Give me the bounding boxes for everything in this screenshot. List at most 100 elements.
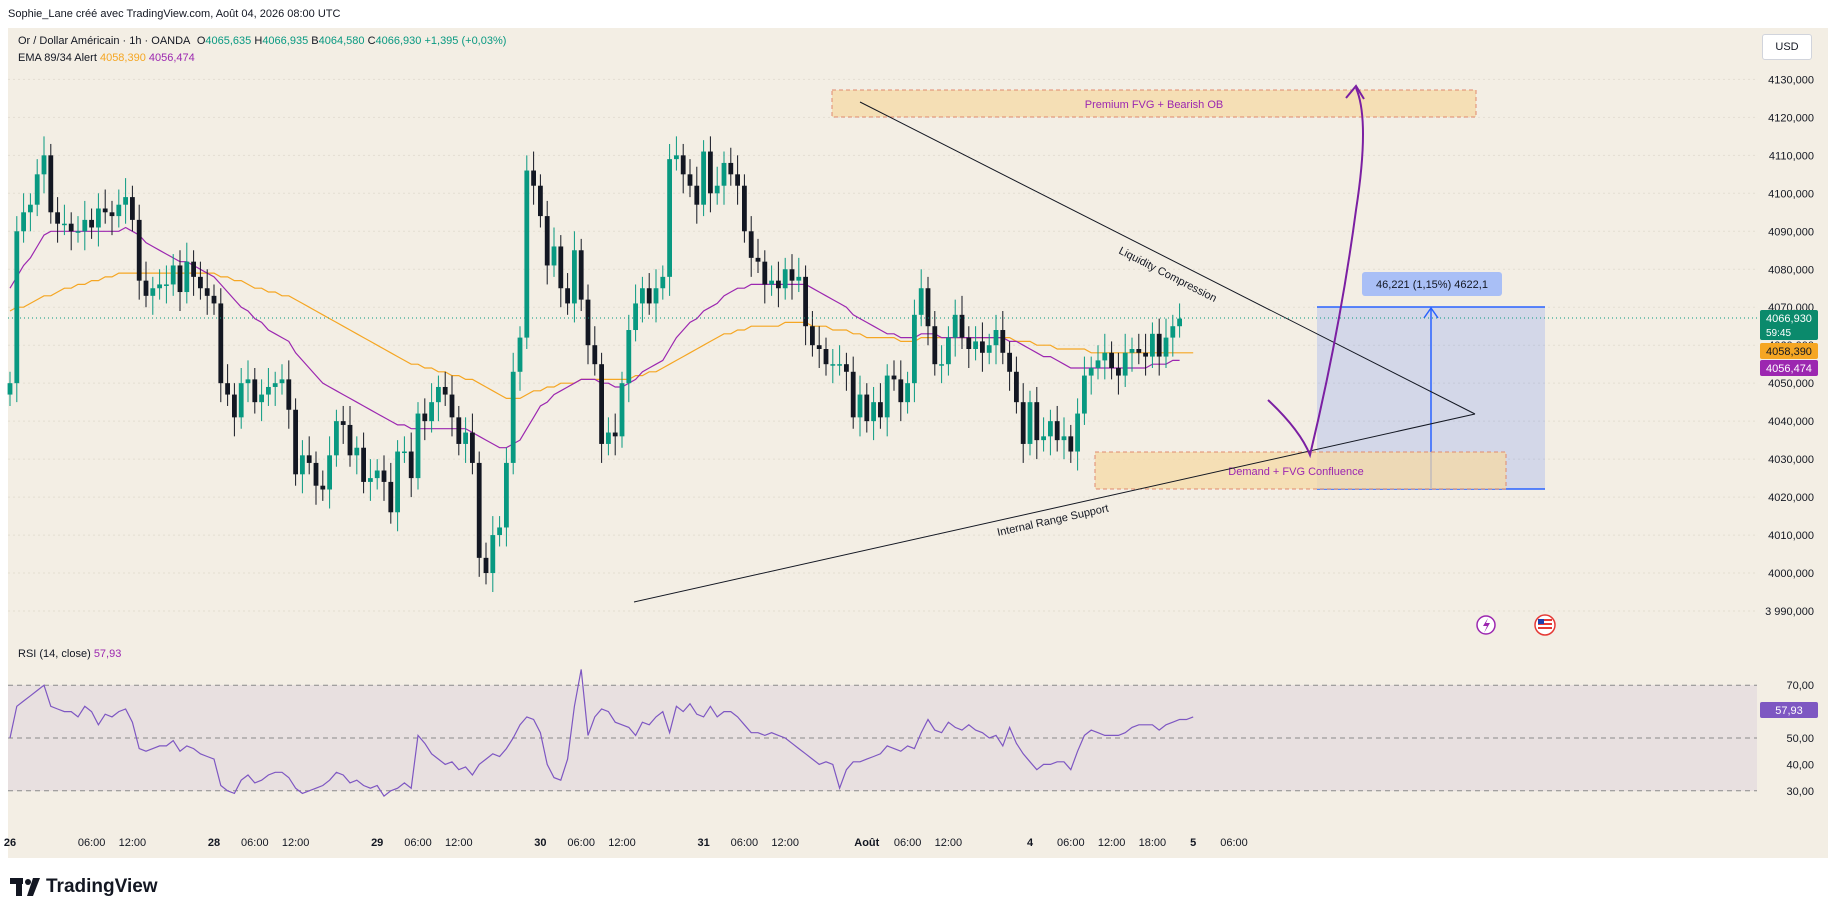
candle[interactable]: [680, 143, 686, 194]
candle[interactable]: [558, 235, 564, 308]
candle[interactable]: [830, 349, 836, 384]
candle[interactable]: [1041, 417, 1046, 452]
candle[interactable]: [191, 250, 196, 296]
candle[interactable]: [810, 311, 815, 357]
candle[interactable]: [1116, 352, 1121, 395]
candle[interactable]: [232, 383, 237, 437]
candle[interactable]: [1020, 383, 1026, 463]
candle[interactable]: [109, 200, 115, 236]
candle[interactable]: [1095, 345, 1101, 380]
candle[interactable]: [102, 189, 108, 224]
candle[interactable]: [143, 261, 149, 308]
candle[interactable]: [517, 326, 523, 391]
candle[interactable]: [667, 143, 672, 296]
candle[interactable]: [504, 447, 509, 547]
candle[interactable]: [136, 204, 142, 300]
candle[interactable]: [585, 284, 591, 365]
candle[interactable]: [796, 257, 802, 293]
candle[interactable]: [762, 250, 768, 304]
symbol-label[interactable]: Or / Dollar Américain · 1h · OANDA: [18, 35, 190, 47]
candle[interactable]: [980, 322, 985, 372]
candle[interactable]: [130, 185, 135, 232]
candle[interactable]: [966, 326, 972, 368]
candle[interactable]: [925, 276, 931, 346]
candle[interactable]: [816, 326, 822, 368]
candle[interactable]: [354, 436, 360, 475]
candle[interactable]: [245, 360, 251, 403]
candle[interactable]: [694, 166, 700, 224]
candle[interactable]: [388, 462, 394, 524]
candle[interactable]: [871, 386, 876, 441]
candle[interactable]: [660, 265, 666, 300]
candle[interactable]: [123, 178, 128, 224]
candle[interactable]: [912, 299, 917, 403]
internal-range-support-line[interactable]: [633, 413, 1476, 603]
candle[interactable]: [320, 470, 326, 501]
candle[interactable]: [340, 405, 346, 444]
lightning-icon[interactable]: [1476, 615, 1496, 635]
candle[interactable]: [68, 212, 74, 251]
candle[interactable]: [442, 371, 448, 406]
candle[interactable]: [1054, 405, 1060, 452]
candle[interactable]: [204, 269, 210, 315]
candle[interactable]: [653, 269, 659, 323]
candle[interactable]: [116, 189, 122, 228]
candle[interactable]: [626, 314, 632, 403]
candle[interactable]: [306, 436, 312, 475]
candle[interactable]: [905, 371, 910, 414]
candle[interactable]: [1061, 417, 1067, 460]
candle[interactable]: [687, 159, 693, 198]
candle[interactable]: [1143, 333, 1148, 376]
projection-arrow-path[interactable]: [1267, 87, 1364, 459]
candle[interactable]: [347, 405, 353, 467]
candle[interactable]: [592, 326, 598, 376]
candle[interactable]: [41, 136, 47, 194]
candle[interactable]: [436, 375, 441, 422]
candle[interactable]: [898, 360, 904, 422]
candle[interactable]: [959, 295, 965, 349]
candle[interactable]: [857, 375, 863, 437]
candle[interactable]: [946, 326, 951, 376]
candle[interactable]: [776, 261, 781, 308]
candle[interactable]: [82, 200, 88, 251]
candle[interactable]: [612, 413, 618, 456]
candle[interactable]: [259, 379, 264, 422]
candle[interactable]: [551, 227, 557, 277]
candle[interactable]: [844, 352, 849, 391]
candle[interactable]: [803, 265, 808, 346]
candle[interactable]: [1048, 409, 1053, 456]
candle[interactable]: [184, 242, 190, 304]
candle[interactable]: [395, 440, 400, 532]
rsi-line[interactable]: [9, 669, 1194, 797]
candle[interactable]: [952, 299, 958, 357]
candle[interactable]: [272, 371, 278, 406]
candle[interactable]: [300, 440, 305, 494]
candle[interactable]: [164, 265, 169, 304]
candle[interactable]: [973, 326, 978, 361]
candle[interactable]: [1150, 322, 1155, 368]
candle[interactable]: [497, 516, 502, 547]
candle[interactable]: [1007, 341, 1012, 391]
candle[interactable]: [157, 269, 162, 300]
candle[interactable]: [721, 151, 727, 205]
candle[interactable]: [313, 451, 319, 505]
us-flag-icon[interactable]: [1534, 614, 1556, 636]
candle[interactable]: [96, 193, 101, 247]
candle[interactable]: [89, 208, 94, 239]
candle[interactable]: [1075, 398, 1080, 471]
candle[interactable]: [714, 166, 720, 205]
candle[interactable]: [252, 367, 258, 414]
candle[interactable]: [476, 451, 482, 577]
candle[interactable]: [918, 269, 924, 327]
candle[interactable]: [878, 383, 883, 429]
candle[interactable]: [449, 375, 455, 437]
candle[interactable]: [1122, 333, 1128, 387]
candle[interactable]: [599, 352, 604, 463]
candle[interactable]: [1102, 333, 1108, 380]
candle[interactable]: [742, 174, 747, 243]
candle[interactable]: [891, 360, 897, 391]
candle[interactable]: [755, 238, 761, 274]
candle[interactable]: [986, 333, 992, 365]
candle[interactable]: [14, 216, 20, 403]
candle[interactable]: [837, 345, 842, 376]
